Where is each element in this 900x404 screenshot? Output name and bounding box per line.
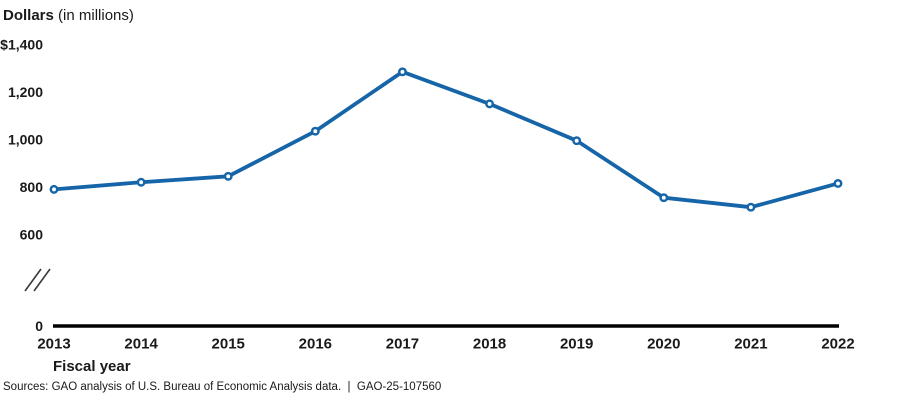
x-tick-label-2018: 2018 [473, 336, 506, 353]
data-point-2017 [397, 67, 407, 77]
chart-title-suffix: (in millions) [53, 7, 134, 24]
data-line [52, 69, 840, 210]
source-note: Sources: GAO analysis of U.S. Bureau of … [3, 381, 442, 393]
x-tick-label-2014: 2014 [124, 336, 158, 353]
data-point-2018 [485, 99, 495, 109]
x-tick-label-2021: 2021 [734, 336, 767, 353]
y-tick-label-0: 0 [35, 318, 43, 334]
x-tick-label-2016: 2016 [299, 336, 332, 353]
data-point-2022 [833, 178, 843, 188]
data-point-2021 [746, 202, 756, 212]
axis-break-icon [24, 268, 42, 292]
x-tick-label-2020: 2020 [647, 336, 680, 353]
x-tick-label-2019: 2019 [560, 336, 593, 353]
y-tick-label-1200: 1,200 [8, 84, 43, 100]
data-point-2013 [49, 184, 59, 194]
chart-title: Dollars (in millions) [3, 7, 134, 25]
chart-title-main: Dollars [3, 7, 54, 24]
y-tick-label-800: 800 [20, 179, 44, 195]
y-tick-label-1000: 1,000 [8, 132, 43, 148]
data-point-2015 [223, 171, 233, 181]
y-tick-label-600: 600 [20, 227, 44, 243]
data-point-2014 [136, 177, 146, 187]
data-point-2016 [310, 126, 320, 136]
data-point-2019 [572, 136, 582, 146]
data-point-2020 [659, 193, 669, 203]
xaxis-title: Fiscal year [53, 358, 131, 375]
y-tick-label-1400: $1,400 [0, 37, 43, 53]
x-tick-label-2017: 2017 [386, 336, 419, 353]
axis-break-icon [33, 268, 51, 292]
x-tick-label-2022: 2022 [821, 336, 854, 353]
x-tick-label-2013: 2013 [37, 336, 70, 353]
x-tick-label-2015: 2015 [212, 336, 245, 353]
